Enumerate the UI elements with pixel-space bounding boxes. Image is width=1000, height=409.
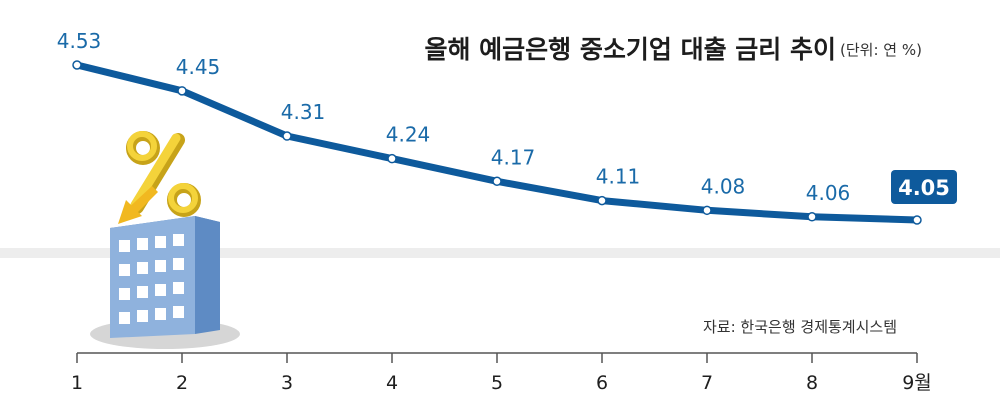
data-point (702, 205, 712, 216)
data-label: 4.45 (176, 55, 221, 79)
data-label: 4.06 (806, 181, 851, 205)
data-points (72, 60, 922, 225)
window (173, 306, 184, 318)
x-tick-label: 5 (491, 372, 503, 394)
window (155, 284, 166, 296)
series-line (73, 61, 921, 224)
x-tick-label: 9월 (902, 372, 932, 394)
data-point (177, 86, 187, 96)
data-label: 4.24 (386, 123, 431, 147)
window (137, 238, 148, 250)
chart-title: 올해 예금은행 중소기업 대출 금리 추이 (424, 35, 836, 64)
window (137, 310, 148, 322)
window (155, 260, 166, 272)
background-band (0, 248, 1000, 258)
data-point (282, 131, 292, 141)
window (119, 288, 130, 300)
data-label: 4.11 (596, 165, 641, 189)
data-point (807, 212, 817, 222)
window (155, 308, 166, 320)
window (137, 262, 148, 274)
window (137, 286, 148, 298)
building-percent-illustration (90, 131, 240, 349)
x-tick-label: 3 (281, 372, 293, 394)
window (119, 240, 130, 252)
window (155, 236, 166, 248)
window (119, 312, 130, 324)
data-label: 4.17 (491, 145, 536, 169)
x-tick-label: 1 (71, 372, 83, 394)
building-windows (119, 234, 184, 324)
x-tick-label: 7 (701, 372, 713, 394)
data-point (597, 195, 607, 206)
data-label: 4.05 (898, 176, 950, 200)
data-label: 4.08 (701, 174, 746, 198)
data-point (72, 60, 82, 70)
x-tick-label: 8 (806, 372, 818, 394)
x-tick-label: 2 (176, 372, 188, 394)
data-label: 4.53 (57, 29, 102, 53)
data-point (387, 153, 397, 164)
data-label: 4.31 (281, 100, 326, 124)
x-axis-ticks (76, 353, 918, 363)
window (173, 282, 184, 294)
window (173, 258, 184, 270)
data-point (492, 176, 502, 186)
x-axis-tick-labels: 1 2 3 4 5 6 7 8 9월 (71, 372, 932, 394)
window (173, 234, 184, 246)
data-label-highlight-box (891, 170, 957, 204)
data-labels: 4.53 4.45 4.31 4.24 4.17 4.11 4.08 4.06 4.05 (57, 29, 957, 205)
chart-unit: (단위: 연 %) (840, 41, 922, 59)
data-point (912, 215, 922, 225)
building-side (195, 216, 220, 334)
down-arrow-icon (118, 186, 158, 224)
chart-source: 자료: 한국은행 경제통계시스템 (703, 318, 897, 336)
window (119, 264, 130, 276)
x-tick-label: 4 (386, 372, 398, 394)
x-tick-label: 6 (596, 372, 608, 394)
